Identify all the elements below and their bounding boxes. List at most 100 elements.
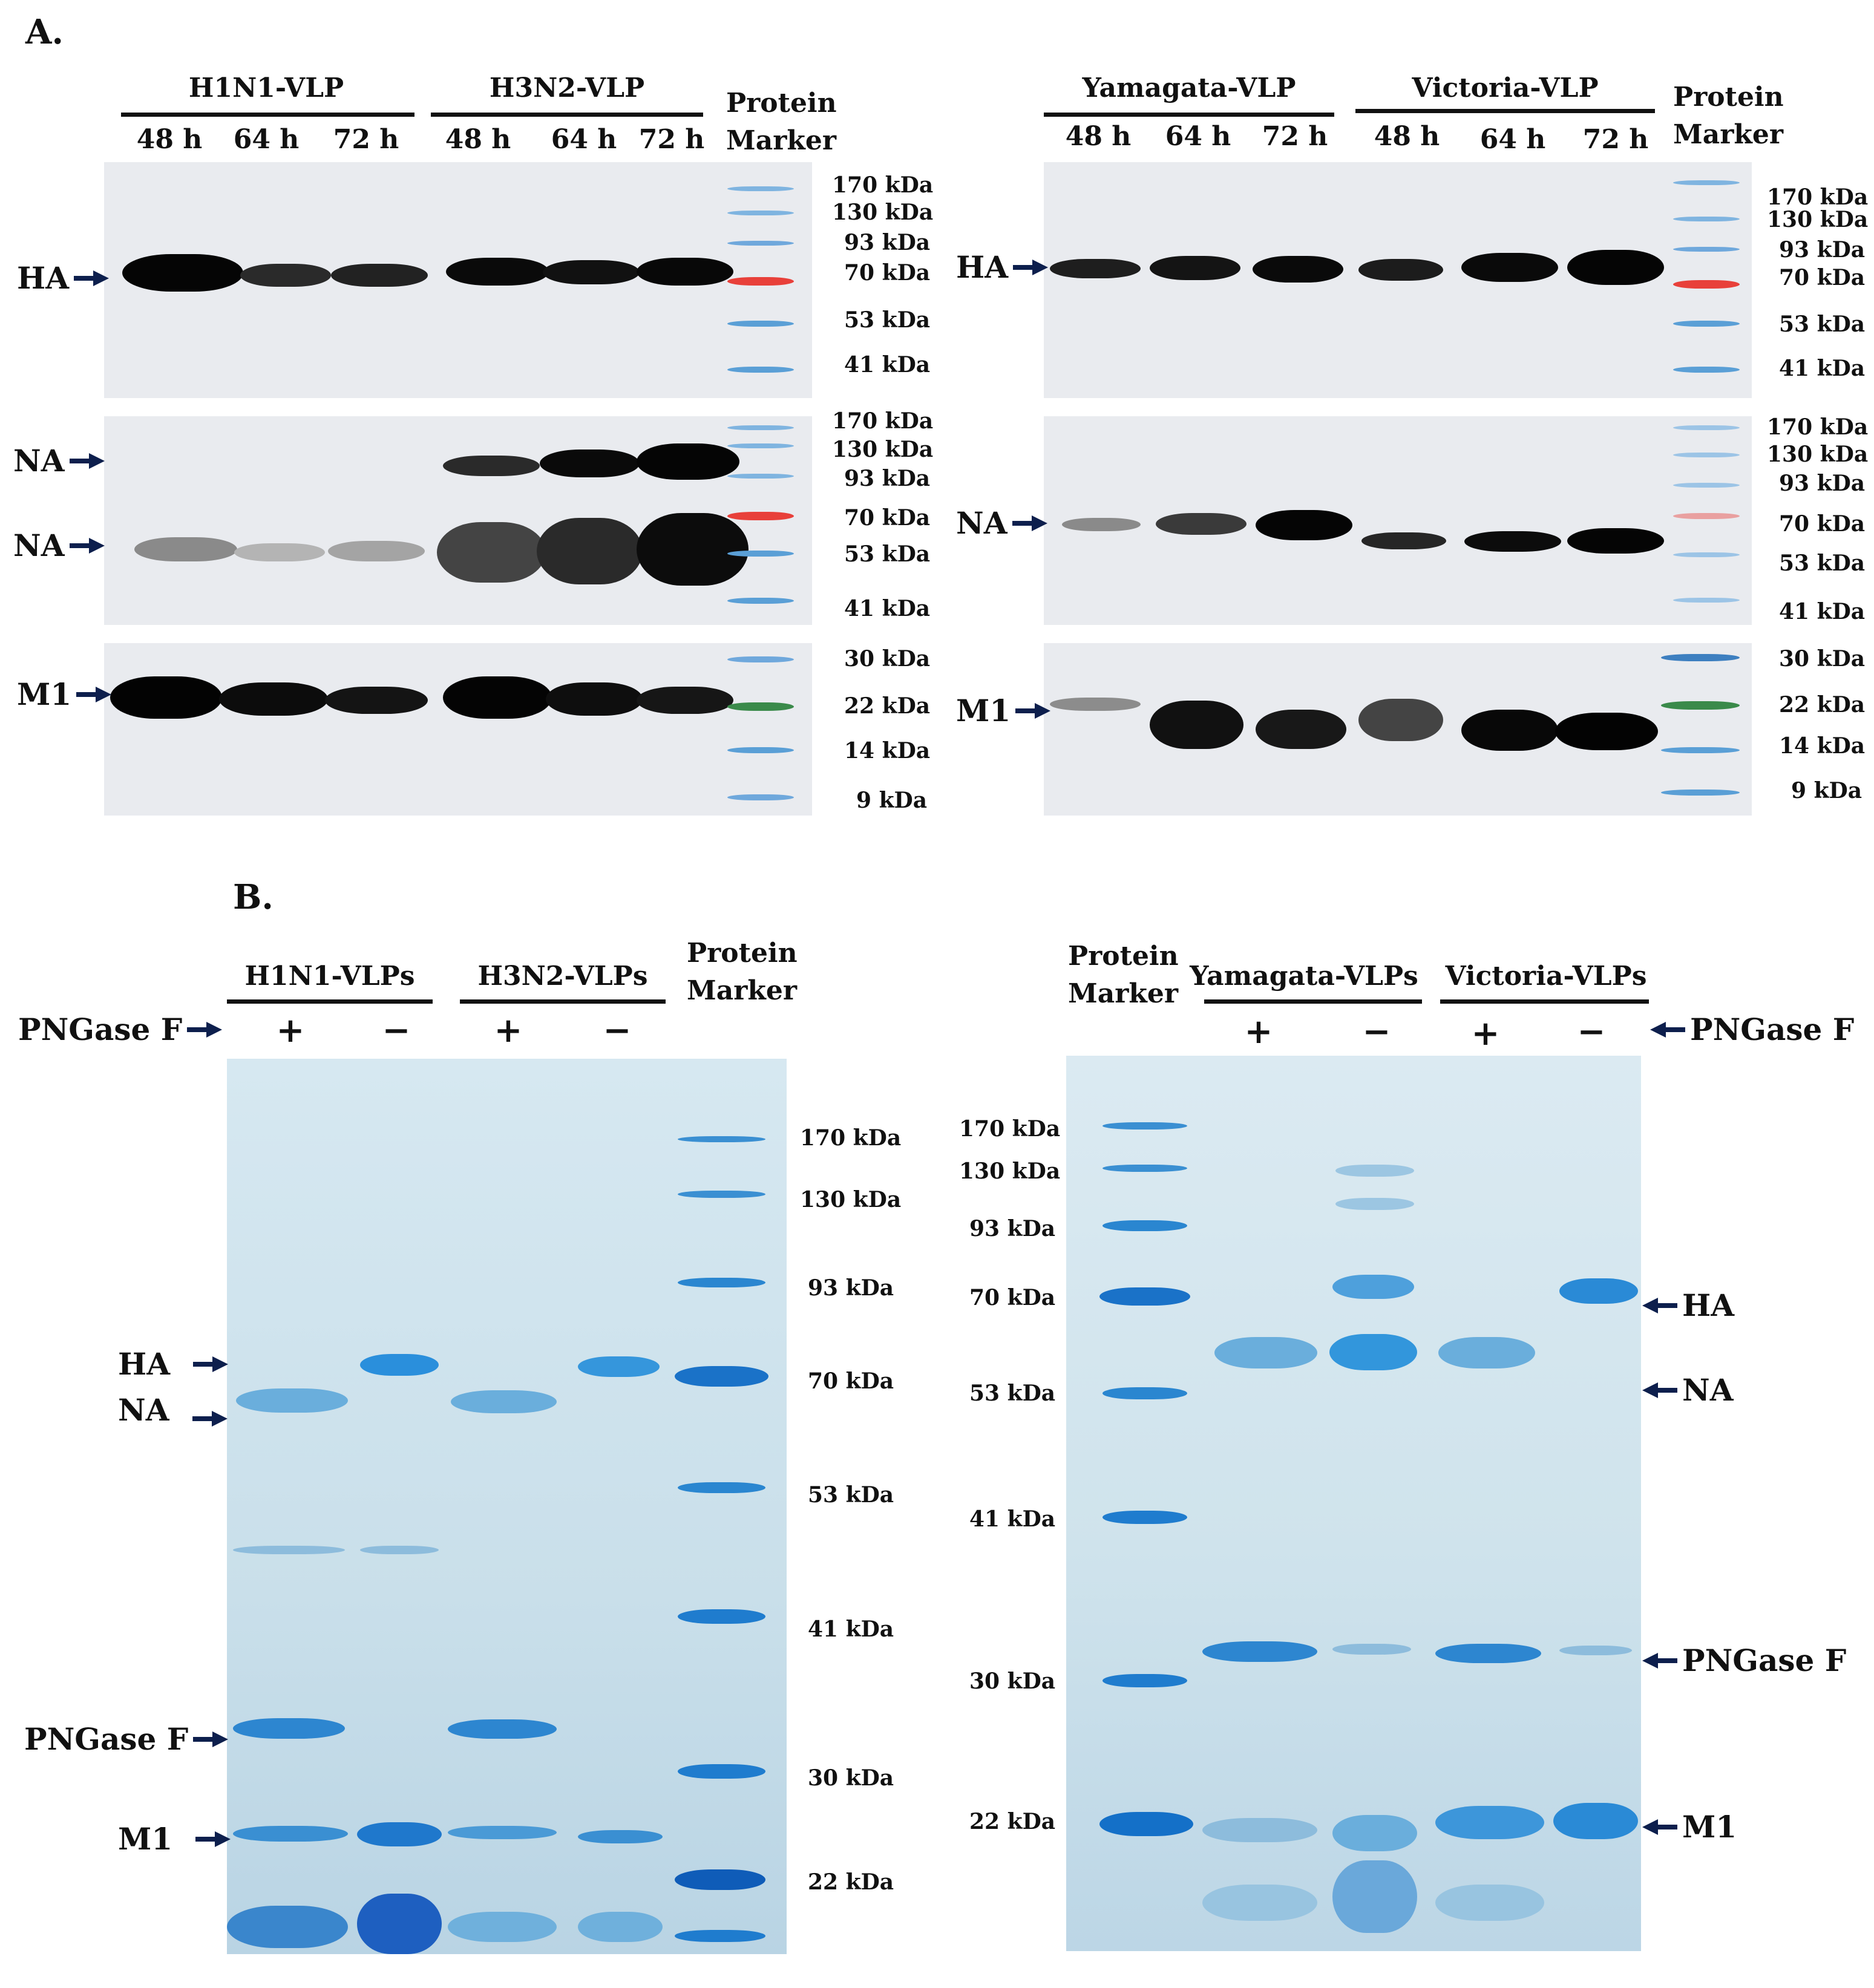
kda-label: 53 kDa	[808, 1482, 894, 1508]
protein-marker-header: Protein Marker	[1068, 938, 1179, 1013]
band	[448, 1826, 557, 1839]
label-m1-text: M1	[17, 676, 72, 712]
band	[1559, 1278, 1638, 1304]
label-na-lower: NA	[13, 528, 106, 563]
marker-band	[678, 1482, 765, 1493]
kda-label: 53 kDa	[969, 1381, 1056, 1406]
group-underline	[431, 113, 703, 117]
marker-band	[1673, 247, 1740, 252]
lane-label: 72 h	[1582, 124, 1649, 155]
marker-band	[1102, 1387, 1187, 1399]
band	[1329, 1334, 1417, 1370]
lane-label: 48 h	[1374, 121, 1440, 152]
sign-minus: −	[1362, 1012, 1391, 1051]
label-ha-text: HA	[118, 1346, 171, 1382]
kda-label: 170 kDa	[1767, 414, 1869, 440]
label-ha: HA	[118, 1346, 229, 1382]
label-na: NA	[1641, 1372, 1734, 1408]
kda-label: 130 kDa	[959, 1159, 1061, 1184]
arrow-left-icon	[1641, 1818, 1677, 1836]
band	[1358, 259, 1443, 281]
kda-label: 53 kDa	[1779, 312, 1866, 337]
label-m1: M1	[118, 1821, 232, 1857]
band	[233, 1718, 345, 1739]
kda-label: 30 kDa	[969, 1669, 1056, 1694]
band	[360, 1546, 439, 1554]
kda-label: 41 kDa	[1779, 599, 1866, 624]
arrow-right-icon	[193, 1355, 229, 1373]
marker-band	[727, 551, 794, 557]
lane-label: 64 h	[551, 124, 617, 155]
group-victoria-vlp: Victoria-VLP	[1412, 73, 1599, 103]
label-ha-text: HA	[1682, 1287, 1735, 1323]
arrow-right-icon	[76, 685, 113, 704]
label-m1-text: M1	[118, 1821, 173, 1857]
marker-band	[678, 1764, 765, 1779]
blot-a-left-m1	[104, 643, 812, 816]
label-m1: M1	[956, 693, 1052, 728]
band	[1050, 698, 1141, 711]
band	[578, 1830, 663, 1843]
marker-band	[678, 1609, 765, 1624]
lane-label: 64 h	[1479, 124, 1546, 155]
marker-band	[727, 747, 794, 753]
marker-band	[727, 474, 794, 479]
protein-marker-header: Protein Marker	[687, 935, 798, 1010]
group-h1n1-vlps: H1N1-VLPs	[244, 961, 415, 992]
lane-label: 64 h	[1165, 121, 1231, 152]
band	[448, 1719, 557, 1739]
band	[437, 522, 546, 583]
kda-label: 30 kDa	[808, 1765, 894, 1791]
band	[448, 1912, 557, 1942]
kda-label: 170 kDa	[832, 408, 934, 434]
protein-marker-header: Protein Marker	[726, 85, 837, 160]
label-m1: M1	[17, 676, 113, 712]
group-underline	[460, 999, 666, 1004]
band	[1358, 699, 1443, 741]
sign-minus: −	[1577, 1012, 1606, 1051]
blot-a-left-na	[104, 416, 812, 625]
kda-label: 93 kDa	[844, 230, 931, 255]
label-ha: HA	[956, 249, 1049, 285]
pngase-header-text: PNGase F	[1690, 1012, 1855, 1047]
marker-band	[678, 1136, 765, 1142]
kda-label: 130 kDa	[832, 437, 934, 462]
arrow-left-icon	[1641, 1296, 1677, 1315]
kda-label: 93 kDa	[844, 466, 931, 491]
band	[1062, 518, 1141, 531]
band	[1214, 1337, 1317, 1368]
protein-marker-line2: Marker	[1068, 978, 1179, 1009]
band	[233, 1826, 348, 1842]
group-h3n2-vlp: H3N2-VLP	[489, 73, 645, 103]
marker-band	[1661, 790, 1740, 796]
marker-band	[1102, 1122, 1187, 1130]
label-ha: HA	[17, 260, 110, 296]
band	[360, 1354, 439, 1376]
sign-plus: +	[494, 1010, 523, 1050]
band	[540, 450, 640, 477]
protein-marker-line2: Marker	[687, 975, 798, 1006]
band	[546, 682, 643, 716]
band	[1464, 531, 1561, 552]
blot-a-right-m1	[1044, 643, 1752, 816]
sign-minus: −	[603, 1010, 632, 1050]
marker-band	[727, 794, 794, 800]
band	[443, 456, 540, 476]
marker-band	[1661, 701, 1740, 710]
band	[110, 676, 222, 719]
blot-a-right-na	[1044, 416, 1752, 625]
label-pngase-text: PNGase F	[24, 1721, 189, 1757]
lane-label: 48 h	[1065, 121, 1132, 152]
kda-label: 93 kDa	[1779, 471, 1866, 496]
marker-band	[1673, 483, 1740, 488]
marker-band	[1673, 367, 1740, 373]
group-h1n1-vlp: H1N1-VLP	[188, 73, 344, 103]
kda-label: 70 kDa	[1779, 511, 1866, 537]
label-na: NA	[956, 505, 1049, 541]
marker-band	[678, 1191, 765, 1198]
group-h3n2-vlps: H3N2-VLPs	[477, 961, 648, 992]
kda-label: 170 kDa	[1767, 185, 1869, 210]
band	[578, 1912, 663, 1942]
marker-band	[1673, 453, 1740, 457]
marker-band	[675, 1930, 765, 1942]
